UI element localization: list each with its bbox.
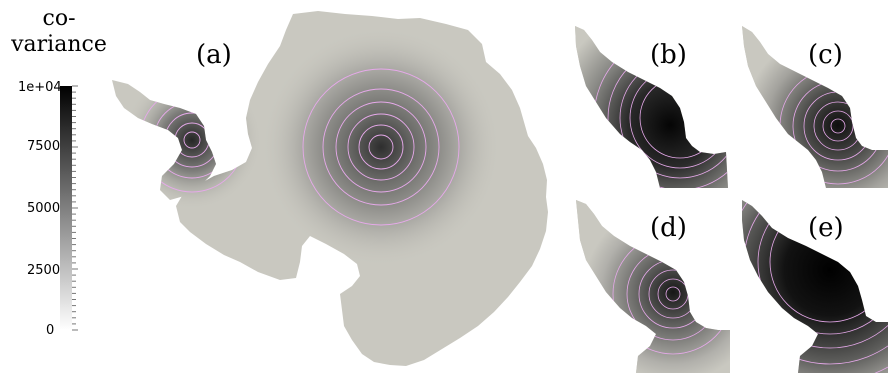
colorbar-tick-label: 0 [46, 323, 55, 338]
panel-label-e: (e) [808, 213, 844, 243]
colorbar-title: co- variance [4, 6, 114, 58]
panel-label-a: (a) [196, 40, 232, 70]
colorbar-tick-label: 5000 [27, 201, 61, 216]
panel-label-b: (b) [650, 40, 687, 70]
colorbar-title-line1: co- [42, 6, 76, 31]
panel-a-map [112, 11, 548, 366]
colorbar-tick-label: 7500 [27, 139, 61, 154]
colorbar-tick-label: 1e+04 [18, 80, 62, 95]
panel-label-d: (d) [650, 213, 687, 243]
panel-label-c: (c) [808, 40, 843, 70]
colorbar-gradient [60, 86, 72, 330]
colorbar-title-line2: variance [11, 32, 107, 57]
colorbar [60, 85, 78, 331]
colorbar-tick-label: 2500 [27, 263, 61, 278]
colorbar-minor-ticks [72, 85, 78, 331]
